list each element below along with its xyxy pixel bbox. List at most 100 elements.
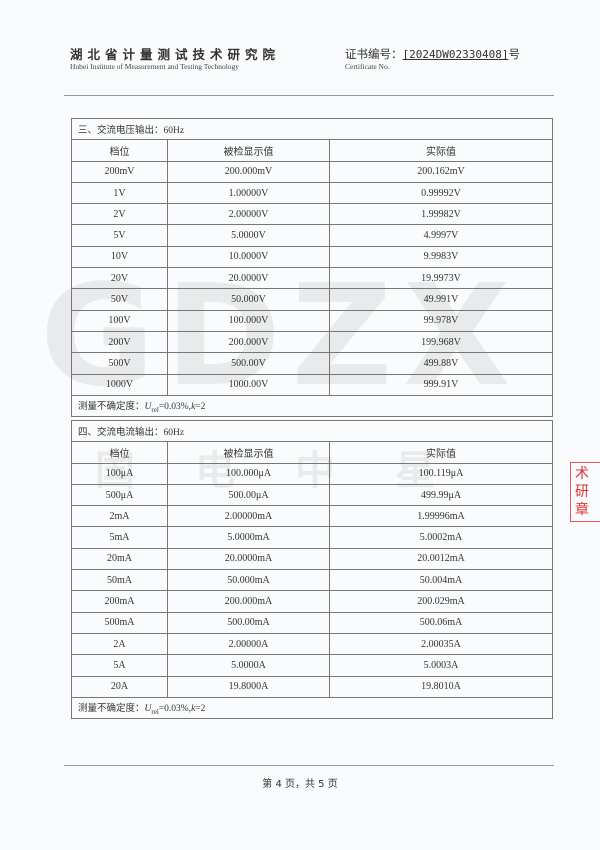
displayed-value-cell: 500.00μA — [167, 483, 330, 507]
displayed-value-cell: 10.0000V — [167, 245, 330, 269]
range-cell: 1000V — [71, 373, 168, 396]
range-cell: 1V — [71, 181, 168, 205]
actual-value-cell: 99.978V — [329, 309, 553, 332]
org-name-cn: 湖北省计量测试技术研究院 — [70, 47, 281, 62]
range-cell: 100μA — [71, 462, 168, 485]
actual-value-cell: 0.99992V — [329, 181, 553, 205]
range-cell: 5V — [71, 224, 168, 247]
table-row: 50V 50.000V 49.991V — [71, 288, 553, 311]
table-header: 档位 被检显示值 实际值 — [71, 441, 553, 464]
displayed-value-cell: 5.0000A — [167, 654, 330, 677]
section-title: 三、交流电压输出：60Hz — [71, 117, 553, 141]
table-row: 50mA 50.000mA 50.004mA — [71, 569, 553, 592]
table-row: 1V 1.00000V 0.99992V — [71, 181, 553, 205]
range-cell: 10V — [71, 245, 168, 269]
range-cell: 500mA — [71, 611, 168, 634]
displayed-value-cell: 1.00000V — [167, 181, 330, 205]
displayed-value-cell: 200.000V — [167, 330, 330, 354]
displayed-value-cell: 1000.00V — [167, 373, 330, 396]
uncertainty-note: 测量不确定度：Urel=0.03%,k=2 — [71, 696, 553, 720]
table-row: 100μA 100.000μA 100.119μA — [71, 462, 553, 485]
displayed-value-cell: 5.0000mA — [167, 526, 330, 549]
table-row: 200V 200.000V 199.968V — [71, 330, 553, 354]
range-cell: 200mV — [71, 160, 168, 183]
range-cell: 500μA — [71, 483, 168, 507]
table-row: 10V 10.0000V 9.9983V — [71, 245, 553, 269]
actual-value-cell: 19.9973V — [329, 267, 553, 290]
table-row: 2V 2.00000V 1.99982V — [71, 203, 553, 226]
displayed-value-cell: 200.000mV — [167, 160, 330, 183]
range-cell: 5A — [71, 654, 168, 677]
actual-value-cell: 999.91V — [329, 373, 553, 396]
cert-suffix: 号 — [508, 47, 520, 61]
range-cell: 500V — [71, 352, 168, 375]
range-cell: 100V — [71, 309, 168, 332]
table-row: 2A 2.00000A 2.00035A — [71, 632, 553, 656]
displayed-value-cell: 2.00000mA — [167, 505, 330, 528]
displayed-value-cell: 200.000mA — [167, 590, 330, 613]
actual-value-cell: 49.991V — [329, 288, 553, 311]
header-divider — [64, 95, 554, 96]
actual-value-cell: 199.968V — [329, 330, 553, 354]
table-row: 200mV 200.000mV 200.162mV — [71, 160, 553, 183]
table-row: 2mA 2.00000mA 1.99996mA — [71, 505, 553, 528]
table-header: 档位 被检显示值 实际值 — [71, 139, 553, 162]
range-cell: 20mA — [71, 547, 168, 571]
current-table: 四、交流电流输出：60Hz 档位 被检显示值 实际值 100μA 100.000μA 1… — [71, 419, 553, 720]
range-cell: 200mA — [71, 590, 168, 613]
range-cell: 5mA — [71, 526, 168, 549]
section-title: 四、交流电流输出：60Hz — [71, 419, 553, 443]
actual-value-cell: 9.9983V — [329, 245, 553, 269]
actual-value-cell: 5.0003A — [329, 654, 553, 677]
table-row: 5mA 5.0000mA 5.0002mA — [71, 526, 553, 549]
red-seal: 术研章 — [570, 462, 600, 522]
table-row: 20A 19.8000A 19.8010A — [71, 675, 553, 698]
uncertainty-note: 测量不确定度：Urel=0.03%,k=2 — [71, 394, 553, 418]
displayed-value-cell: 50.000mA — [167, 569, 330, 592]
range-cell: 2A — [71, 632, 168, 656]
footer-divider — [64, 765, 554, 766]
displayed-value-cell: 2.00000V — [167, 203, 330, 226]
range-cell: 20A — [71, 675, 168, 698]
actual-value-cell: 2.00035A — [329, 632, 553, 656]
page-number: 第 4 页，共 5 页 — [262, 779, 338, 790]
displayed-value-cell: 50.000V — [167, 288, 330, 311]
range-cell: 200V — [71, 330, 168, 354]
table-row: 5V 5.0000V 4.9997V — [71, 224, 553, 247]
cert-label: 证书编号： — [345, 47, 403, 61]
displayed-value-cell: 20.0000mA — [167, 547, 330, 571]
displayed-value-cell: 5.0000V — [167, 224, 330, 247]
table-row: 200mA 200.000mA 200.029mA — [71, 590, 553, 613]
cert-number-value: [2024DW02330408] — [402, 48, 509, 61]
org-name-en: Hubei Institute of Measurement and Testi… — [70, 62, 240, 71]
actual-value-cell: 499.88V — [329, 352, 553, 375]
actual-value-cell: 1.99996mA — [329, 505, 553, 528]
actual-value-cell: 200.162mV — [329, 160, 553, 183]
range-cell: 2V — [71, 203, 168, 226]
range-cell: 50mA — [71, 569, 168, 592]
cert-label-en: Certificate No. — [345, 62, 390, 71]
actual-value-cell: 5.0002mA — [329, 526, 553, 549]
table-row: 5A 5.0000A 5.0003A — [71, 654, 553, 677]
voltage-table: 三、交流电压输出：60Hz 档位 被检显示值 实际值 200mV 200.000mV 2… — [71, 117, 553, 418]
range-cell: 50V — [71, 288, 168, 311]
certificate-number: 证书编号：[2024DW02330408]号 — [345, 46, 520, 62]
actual-value-cell: 19.8010A — [329, 675, 553, 698]
displayed-value-cell: 500.00mA — [167, 611, 330, 634]
actual-value-cell: 200.029mA — [329, 590, 553, 613]
actual-value-cell: 50.004mA — [329, 569, 553, 592]
table-row: 500mA 500.00mA 500.06mA — [71, 611, 553, 634]
table-row: 20mA 20.0000mA 20.0012mA — [71, 547, 553, 571]
table-row: 1000V 1000.00V 999.91V — [71, 373, 553, 396]
range-cell: 20V — [71, 267, 168, 290]
table-row: 20V 20.0000V 19.9973V — [71, 267, 553, 290]
actual-value-cell: 499.99μA — [329, 483, 553, 507]
range-cell: 2mA — [71, 505, 168, 528]
displayed-value-cell: 2.00000A — [167, 632, 330, 656]
actual-value-cell: 20.0012mA — [329, 547, 553, 571]
displayed-value-cell: 100.000μA — [167, 462, 330, 485]
table-row: 100V 100.000V 99.978V — [71, 309, 553, 332]
displayed-value-cell: 20.0000V — [167, 267, 330, 290]
actual-value-cell: 4.9997V — [329, 224, 553, 247]
